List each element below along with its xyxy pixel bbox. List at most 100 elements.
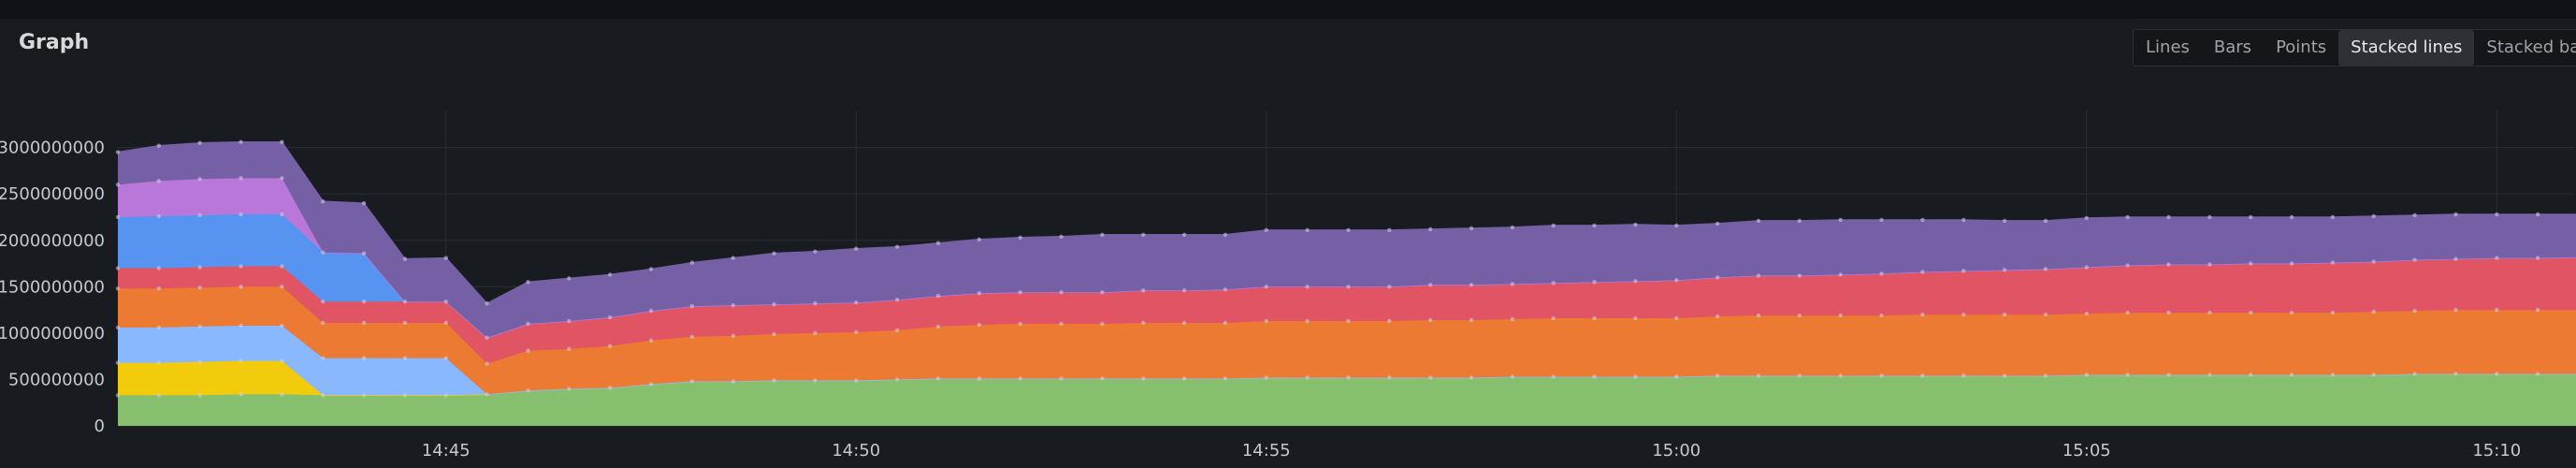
data-point bbox=[239, 264, 243, 269]
data-point bbox=[2084, 311, 2089, 316]
data-point bbox=[402, 299, 408, 304]
data-point bbox=[772, 251, 776, 256]
data-point bbox=[1428, 283, 1433, 287]
data-point bbox=[1592, 280, 1597, 285]
data-point bbox=[2002, 373, 2007, 378]
data-point bbox=[1100, 290, 1105, 295]
view-button-lines[interactable]: Lines bbox=[2146, 37, 2190, 57]
data-point bbox=[2330, 373, 2336, 377]
data-point bbox=[1181, 232, 1187, 238]
data-point bbox=[1715, 221, 1720, 227]
data-point bbox=[772, 378, 776, 383]
data-point bbox=[772, 301, 776, 307]
data-point bbox=[1100, 232, 1105, 238]
data-point bbox=[2249, 214, 2253, 220]
data-point bbox=[2249, 310, 2253, 315]
series-area-3[interactable] bbox=[118, 286, 2576, 395]
data-point bbox=[2043, 312, 2048, 317]
data-point bbox=[280, 285, 284, 289]
series-area-0[interactable] bbox=[118, 373, 2576, 427]
data-point bbox=[321, 356, 326, 360]
data-point bbox=[648, 308, 654, 314]
data-point bbox=[402, 356, 408, 360]
data-point bbox=[1592, 223, 1597, 228]
data-point bbox=[1059, 234, 1064, 239]
data-point bbox=[813, 300, 818, 306]
data-point bbox=[648, 382, 654, 387]
data-point bbox=[1223, 232, 1228, 238]
data-point bbox=[115, 266, 121, 271]
data-point bbox=[1551, 374, 1556, 379]
data-point bbox=[1141, 376, 1146, 381]
y-tick-label: 2000000000 bbox=[0, 231, 105, 251]
data-point bbox=[1428, 227, 1433, 232]
data-point bbox=[2289, 214, 2294, 220]
view-button-stacked-bars[interactable]: Stacked bars bbox=[2486, 37, 2576, 57]
data-point bbox=[1059, 376, 1064, 381]
data-point bbox=[2125, 310, 2130, 315]
data-point bbox=[443, 393, 448, 398]
series-area-4[interactable] bbox=[118, 256, 2576, 364]
data-point bbox=[567, 276, 572, 281]
view-button-bars[interactable]: Bars bbox=[2213, 37, 2252, 57]
data-point bbox=[1181, 320, 1187, 326]
data-point bbox=[1633, 222, 1638, 227]
data-point bbox=[239, 323, 243, 329]
data-point bbox=[2495, 256, 2499, 260]
data-point bbox=[1879, 217, 1884, 223]
data-point bbox=[894, 298, 900, 302]
data-point bbox=[2453, 372, 2458, 376]
x-tick-label: 14:45 bbox=[422, 441, 470, 461]
data-point bbox=[2535, 307, 2540, 313]
data-point bbox=[608, 386, 613, 390]
data-point bbox=[1141, 232, 1146, 238]
data-point bbox=[2166, 214, 2171, 220]
data-point bbox=[1920, 270, 1925, 274]
data-point bbox=[443, 356, 448, 360]
data-point bbox=[813, 249, 818, 254]
chart-points bbox=[115, 139, 2540, 398]
data-point bbox=[280, 139, 284, 144]
data-point bbox=[2330, 310, 2336, 315]
data-point bbox=[1264, 375, 1269, 380]
data-point bbox=[1674, 315, 1679, 321]
data-point bbox=[935, 294, 941, 299]
data-point bbox=[772, 331, 776, 337]
series-area-7[interactable] bbox=[118, 141, 2576, 338]
data-point bbox=[2166, 262, 2171, 267]
data-point bbox=[2002, 218, 2007, 224]
data-point bbox=[935, 376, 941, 381]
chart-areas bbox=[117, 140, 2576, 427]
y-tick-label: 2500000000 bbox=[0, 184, 105, 204]
data-point bbox=[567, 346, 572, 351]
data-point bbox=[197, 285, 202, 290]
view-button-points[interactable]: Points bbox=[2276, 37, 2327, 57]
x-axis: 14:45 14:50 14:55 15:00 15:05 15:10 bbox=[422, 441, 2521, 461]
data-point bbox=[1633, 315, 1638, 321]
panel-title: Graph bbox=[19, 31, 90, 54]
data-point bbox=[1551, 281, 1556, 285]
data-point bbox=[280, 176, 284, 181]
view-button-stacked-lines[interactable]: Stacked lines bbox=[2338, 30, 2475, 66]
data-point bbox=[2289, 261, 2294, 266]
data-point bbox=[402, 393, 408, 398]
data-point bbox=[1879, 313, 1884, 318]
data-point bbox=[1715, 314, 1720, 319]
data-point bbox=[894, 244, 900, 249]
data-point bbox=[321, 320, 326, 326]
data-point bbox=[156, 266, 162, 271]
x-tick-label: 14:55 bbox=[1242, 441, 1291, 461]
data-point bbox=[689, 379, 695, 384]
data-point bbox=[1059, 321, 1064, 327]
data-point bbox=[2412, 257, 2417, 262]
data-point bbox=[321, 393, 326, 398]
data-point bbox=[813, 378, 818, 383]
data-point bbox=[1633, 279, 1638, 284]
data-point bbox=[280, 212, 284, 217]
data-point bbox=[1181, 376, 1187, 381]
data-point bbox=[1387, 227, 1392, 233]
series-area-2[interactable] bbox=[118, 326, 2576, 396]
data-point bbox=[485, 392, 489, 397]
data-point bbox=[1715, 373, 1720, 378]
